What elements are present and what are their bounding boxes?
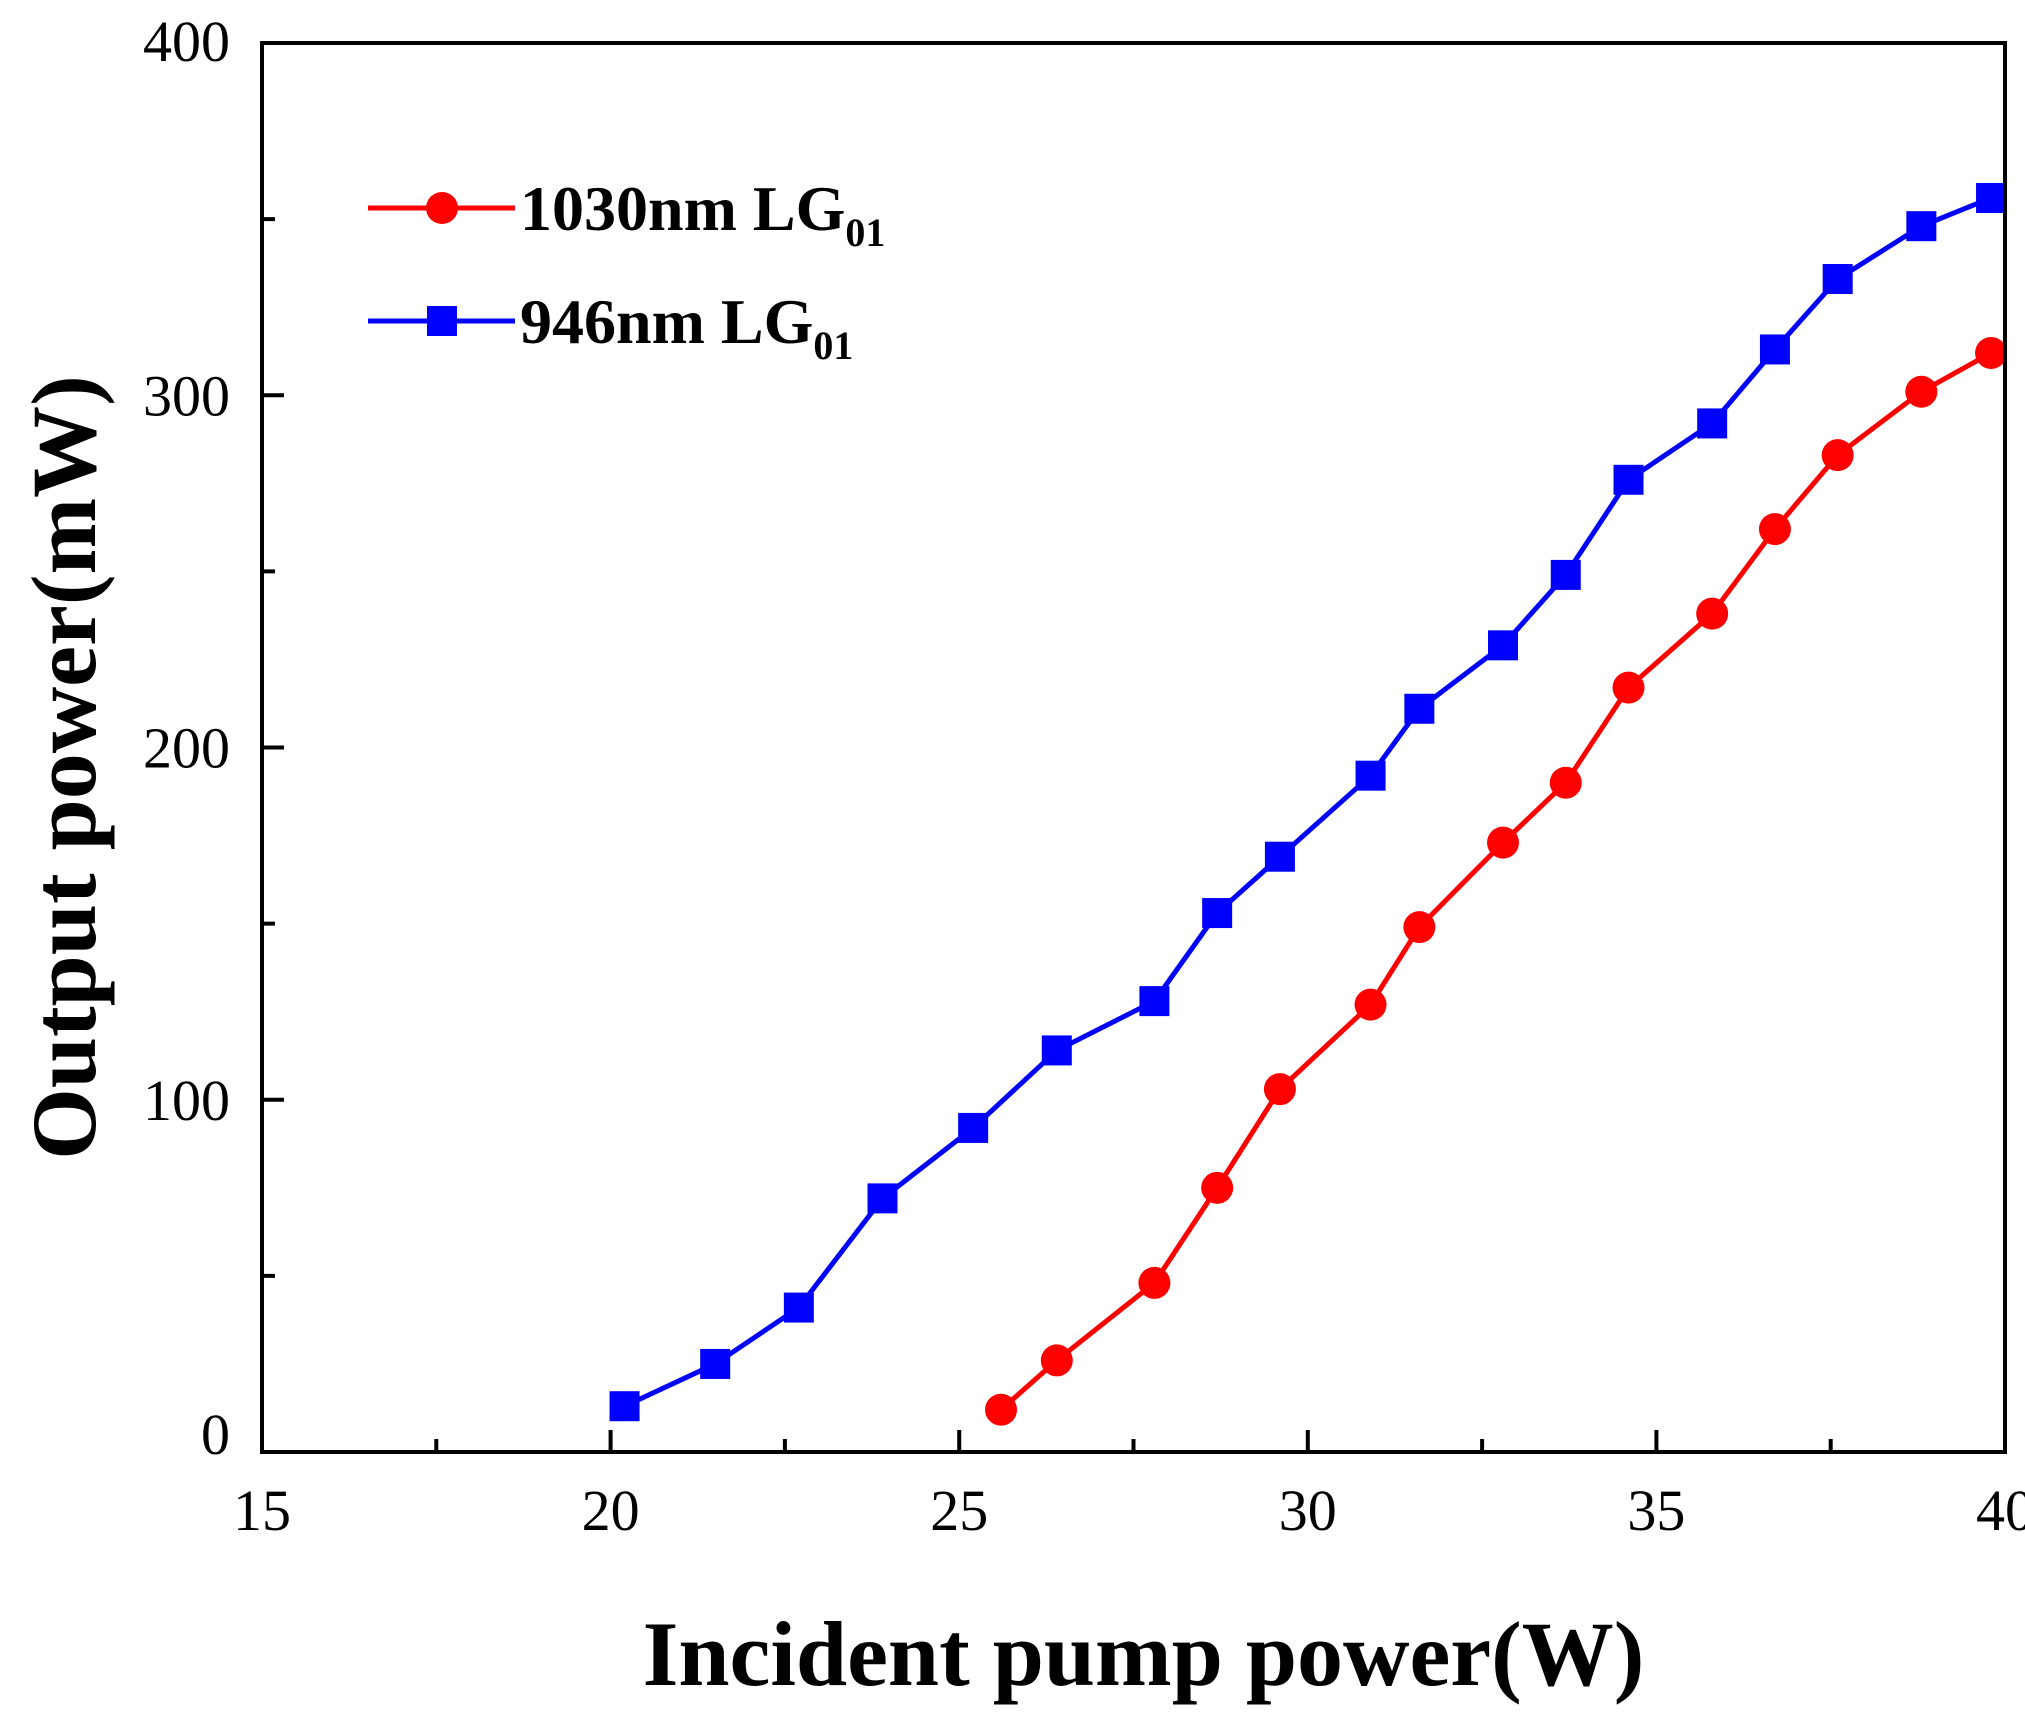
legend-label: 946nm LG01 [520, 286, 853, 368]
series-line-1 [623, 195, 1992, 1409]
data-point [1201, 1171, 1234, 1204]
data-point [1263, 1073, 1296, 1106]
data-point [1040, 1344, 1073, 1377]
x-axis-label: Incident pump power(W) [643, 1603, 1645, 1705]
data-point [1697, 408, 1728, 439]
data-point [609, 1391, 640, 1422]
data-point [1403, 911, 1436, 944]
data-point [1822, 264, 1853, 295]
data-point [1355, 760, 1386, 791]
data-point [1906, 211, 1937, 242]
legend-entry-0: 1030nm LG01 [368, 173, 885, 255]
legend-marker [426, 192, 458, 224]
data-point [1487, 826, 1520, 859]
y-tick-label: 300 [143, 363, 230, 428]
data-point [1905, 375, 1938, 408]
data-point [1264, 841, 1295, 872]
y-tick-label: 100 [143, 1068, 230, 1133]
data-point [1041, 1035, 1072, 1066]
data-point [1975, 336, 2008, 369]
x-tick-label: 15 [233, 1478, 291, 1543]
data-point [1976, 182, 2007, 213]
y-tick-label: 400 [143, 9, 230, 74]
data-point [700, 1348, 731, 1379]
y-tick-label: 200 [143, 716, 230, 781]
x-tick-label: 40 [1976, 1478, 2025, 1543]
data-point [1821, 439, 1854, 472]
data-point [1354, 988, 1387, 1021]
legend-marker [427, 306, 457, 336]
data-point [1139, 986, 1170, 1017]
data-point [1696, 597, 1729, 630]
data-point [958, 1112, 989, 1143]
legend-entry-1: 946nm LG01 [368, 286, 853, 368]
data-point [783, 1292, 814, 1323]
data-point [1550, 559, 1581, 590]
series-line-0 [999, 350, 1993, 1412]
data-point [1758, 513, 1791, 546]
data-point [1759, 334, 1790, 365]
x-tick-label: 25 [930, 1478, 988, 1543]
axis-frame [260, 41, 2007, 1454]
data-point [1613, 464, 1644, 495]
legend-label: 1030nm LG01 [520, 173, 885, 255]
legend: 1030nm LG01 946nm LG01 [368, 173, 885, 368]
y-tick-label: 0 [201, 1402, 230, 1467]
data-point [1612, 671, 1645, 704]
data-point [1404, 693, 1435, 724]
data-point [1138, 1266, 1171, 1299]
data-point [867, 1183, 898, 1214]
y-axis-label: Output power(mW) [13, 375, 115, 1160]
x-tick-label: 20 [582, 1478, 640, 1543]
x-tick-label: 30 [1279, 1478, 1337, 1543]
data-point [1488, 630, 1519, 661]
plot-area [609, 182, 2008, 1426]
x-tick-label: 35 [1627, 1478, 1685, 1543]
data-point [985, 1393, 1018, 1426]
data-point [1202, 898, 1233, 929]
data-point [1549, 766, 1582, 799]
